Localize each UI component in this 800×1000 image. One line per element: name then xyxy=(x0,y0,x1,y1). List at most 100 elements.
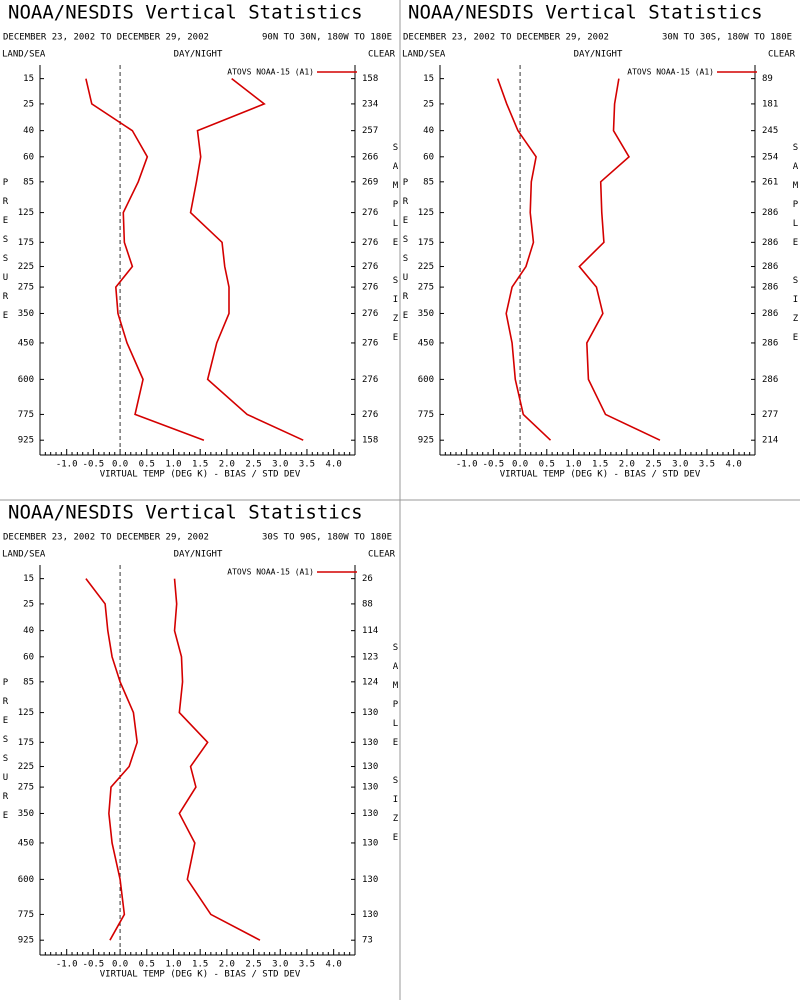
x-tick-label: 3.0 xyxy=(672,460,688,470)
sample-size-label: 276 xyxy=(362,208,378,218)
y-tick-label: 40 xyxy=(23,626,34,636)
x-tick-label: 2.0 xyxy=(219,460,235,470)
x-tick-label: 0.0 xyxy=(112,460,128,470)
sample-size-label: 286 xyxy=(762,262,778,272)
clear-header: CLEAR xyxy=(368,50,396,60)
x-tick-label: 2.5 xyxy=(245,460,261,470)
y2-axis-label: SAMPLE SIZE xyxy=(391,143,401,352)
y-tick-label: 275 xyxy=(18,283,34,293)
sample-size-label: 261 xyxy=(762,177,778,187)
sample-size-label: 130 xyxy=(362,783,378,793)
clear-header: CLEAR xyxy=(368,550,396,560)
y-tick-label: 225 xyxy=(418,262,434,272)
y-tick-label: 125 xyxy=(18,708,34,718)
panel: NOAA/NESDIS Vertical Statistics DECEMBER … xyxy=(1,502,400,980)
sample-size-label: 88 xyxy=(362,599,373,609)
panel-title: NOAA/NESDIS Vertical Statistics xyxy=(8,502,363,524)
y-tick-label: 775 xyxy=(18,410,34,420)
x-tick-label: -1.0 xyxy=(456,460,478,470)
sample-size-label: 130 xyxy=(362,738,378,748)
x-tick-label: 3.5 xyxy=(299,460,315,470)
sample-size-label: 123 xyxy=(362,652,378,662)
sample-size-label: 257 xyxy=(362,126,378,136)
y-tick-label: 40 xyxy=(423,126,434,136)
x-tick-label: 3.0 xyxy=(272,960,288,970)
sample-size-label: 234 xyxy=(362,99,378,109)
y-tick-label: 60 xyxy=(23,152,34,162)
x-tick-label: 2.0 xyxy=(619,460,635,470)
std-dev-line xyxy=(189,78,304,441)
bias-line xyxy=(85,78,205,441)
sample-size-label: 286 xyxy=(762,238,778,248)
region: 90N TO 30N, 180W TO 180E xyxy=(262,33,392,43)
y-tick-label: 450 xyxy=(18,338,34,348)
std-dev-line xyxy=(173,578,261,941)
x-tick-label: 4.0 xyxy=(326,960,342,970)
y-tick-label: 85 xyxy=(23,677,34,687)
bias-line xyxy=(85,578,138,941)
y-tick-label: 350 xyxy=(18,809,34,819)
y-tick-label: 600 xyxy=(18,875,34,885)
sample-size-label: 130 xyxy=(362,809,378,819)
sample-size-label: 276 xyxy=(362,262,378,272)
sample-size-label: 130 xyxy=(362,875,378,885)
sample-size-label: 269 xyxy=(362,177,378,187)
y-tick-label: 275 xyxy=(418,283,434,293)
y-tick-label: 60 xyxy=(23,652,34,662)
land-sea-header: LAND/SEA xyxy=(2,550,46,560)
sample-size-label: 276 xyxy=(362,375,378,385)
y-tick-label: 775 xyxy=(418,410,434,420)
bias-line xyxy=(496,78,552,441)
day-night-header: DAY/NIGHT xyxy=(174,50,223,60)
sample-size-label: 286 xyxy=(762,309,778,319)
x-tick-label: 4.0 xyxy=(726,460,742,470)
sample-size-label: 286 xyxy=(762,375,778,385)
y-tick-label: 925 xyxy=(18,936,34,946)
x-tick-label: -0.5 xyxy=(483,460,505,470)
sample-size-label: 276 xyxy=(362,338,378,348)
x-tick-label: 0.5 xyxy=(139,460,155,470)
sample-size-label: 254 xyxy=(762,152,778,162)
y-tick-label: 600 xyxy=(418,375,434,385)
y-tick-label: 25 xyxy=(23,99,34,109)
legend-label: ATOVS NOAA-15 (A1) xyxy=(227,568,314,577)
sample-size-label: 158 xyxy=(362,436,378,446)
legend-label: ATOVS NOAA-15 (A1) xyxy=(627,68,714,77)
y-axis-label: PRESSURE xyxy=(1,678,11,830)
y-tick-label: 775 xyxy=(18,910,34,920)
y-tick-label: 125 xyxy=(18,208,34,218)
sample-size-label: 181 xyxy=(762,99,778,109)
x-tick-label: 2.0 xyxy=(219,960,235,970)
sample-size-label: 245 xyxy=(762,126,778,136)
y-tick-label: 925 xyxy=(418,436,434,446)
land-sea-header: LAND/SEA xyxy=(2,50,46,60)
sample-size-label: 130 xyxy=(362,762,378,772)
y-tick-label: 225 xyxy=(18,762,34,772)
x-tick-label: 1.5 xyxy=(192,460,208,470)
x-tick-label: 2.5 xyxy=(645,460,661,470)
sample-size-label: 276 xyxy=(362,410,378,420)
sample-size-label: 286 xyxy=(762,283,778,293)
y2-axis-label: SAMPLE SIZE xyxy=(791,143,800,352)
x-tick-label: 1.5 xyxy=(192,960,208,970)
sample-size-label: 130 xyxy=(362,910,378,920)
y-tick-label: 275 xyxy=(18,783,34,793)
x-tick-label: 1.5 xyxy=(592,460,608,470)
x-tick-label: 3.5 xyxy=(699,460,715,470)
x-tick-label: 3.0 xyxy=(272,460,288,470)
sample-size-label: 214 xyxy=(762,436,778,446)
sample-size-label: 26 xyxy=(362,574,373,584)
panel-title: NOAA/NESDIS Vertical Statistics xyxy=(8,2,363,24)
sample-size-label: 124 xyxy=(362,677,378,687)
panel-title: NOAA/NESDIS Vertical Statistics xyxy=(408,2,763,24)
sample-size-label: 89 xyxy=(762,74,773,84)
x-tick-label: 3.5 xyxy=(299,960,315,970)
sample-size-label: 73 xyxy=(362,936,373,946)
legend-label: ATOVS NOAA-15 (A1) xyxy=(227,68,314,77)
x-tick-label: 0.5 xyxy=(539,460,555,470)
sample-size-label: 130 xyxy=(362,838,378,848)
y-tick-label: 25 xyxy=(23,599,34,609)
x-tick-label: 1.0 xyxy=(165,960,181,970)
sample-size-label: 266 xyxy=(362,152,378,162)
